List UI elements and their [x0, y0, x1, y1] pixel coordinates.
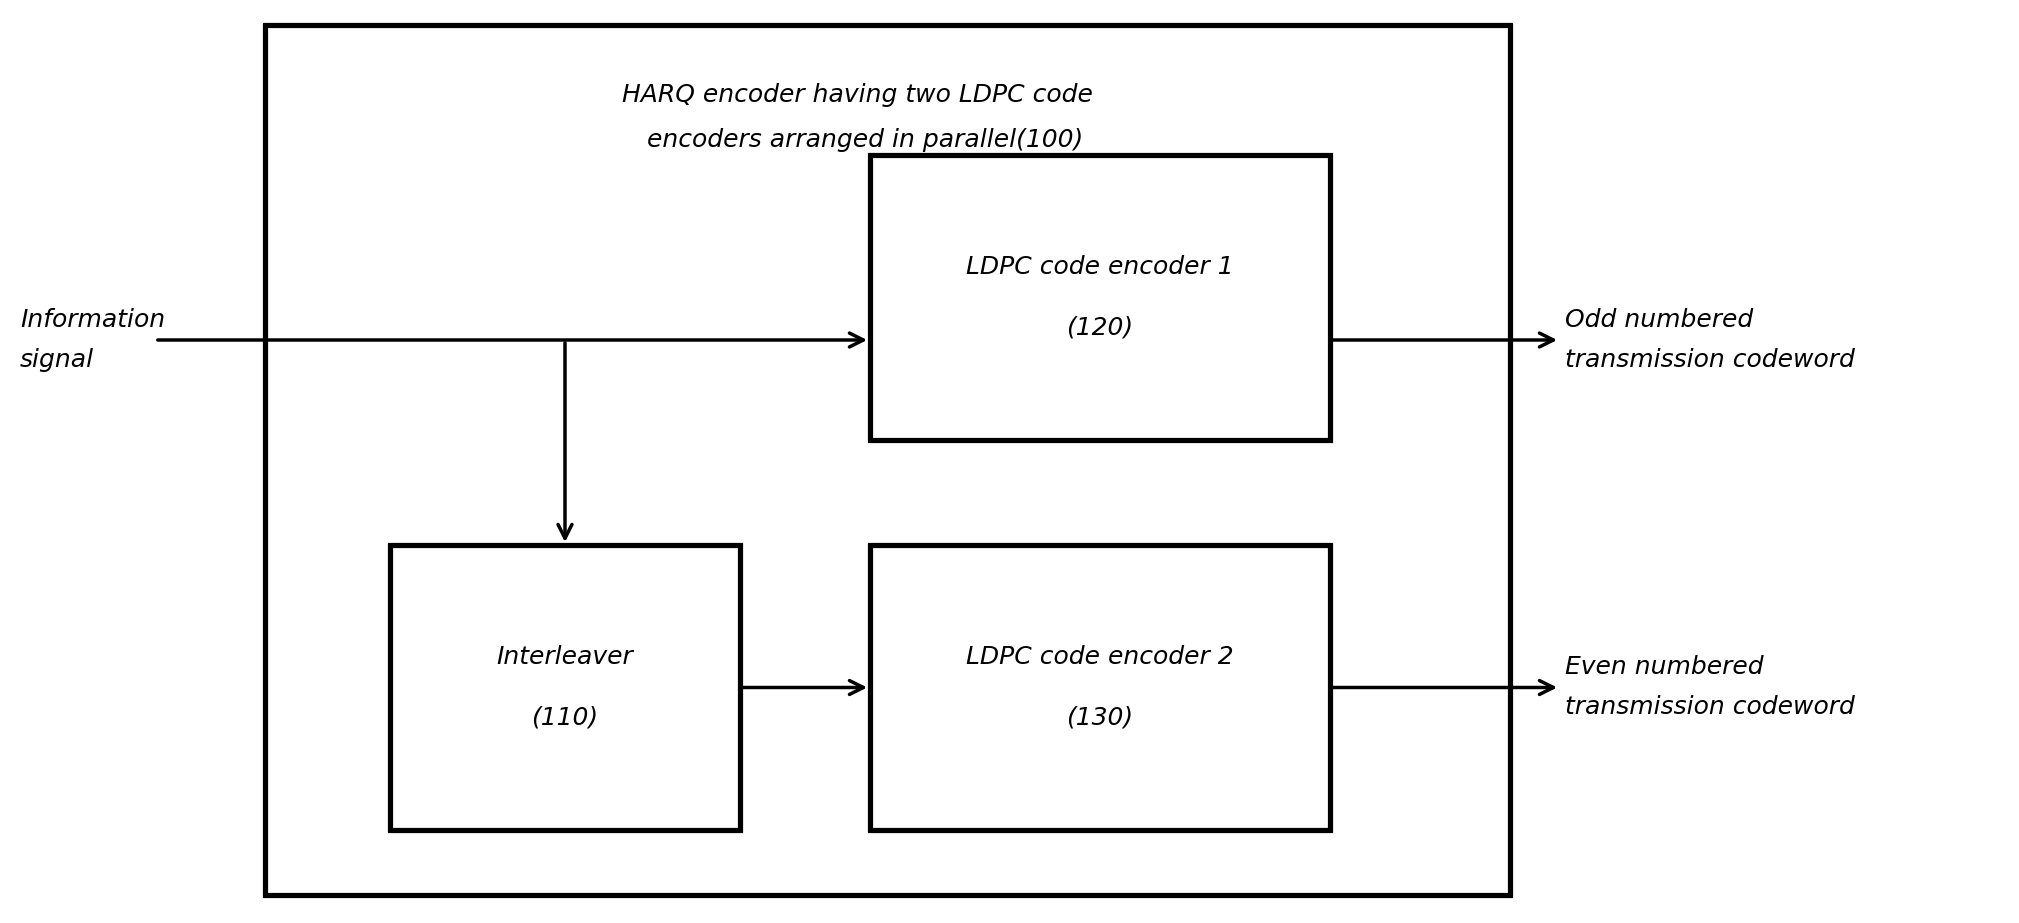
Text: Interleaver: Interleaver: [497, 645, 634, 669]
Bar: [264, 25, 1510, 895]
Text: transmission codeword: transmission codeword: [1565, 348, 1855, 372]
Text: transmission codeword: transmission codeword: [1565, 696, 1855, 720]
Text: Information: Information: [20, 308, 166, 332]
Bar: [390, 545, 741, 830]
Text: signal: signal: [20, 348, 95, 372]
Text: (130): (130): [1066, 705, 1133, 729]
Text: HARQ encoder having two LDPC code: HARQ encoder having two LDPC code: [622, 83, 1092, 107]
Text: Odd numbered: Odd numbered: [1565, 308, 1752, 332]
Text: (110): (110): [531, 705, 598, 729]
Bar: [870, 155, 1331, 440]
Text: LDPC code encoder 1: LDPC code encoder 1: [967, 256, 1234, 280]
Text: LDPC code encoder 2: LDPC code encoder 2: [967, 645, 1234, 669]
Text: (120): (120): [1066, 316, 1133, 340]
Text: encoders arranged in parallel(100): encoders arranged in parallel(100): [632, 128, 1084, 152]
Text: Even numbered: Even numbered: [1565, 655, 1765, 679]
Bar: [870, 545, 1331, 830]
